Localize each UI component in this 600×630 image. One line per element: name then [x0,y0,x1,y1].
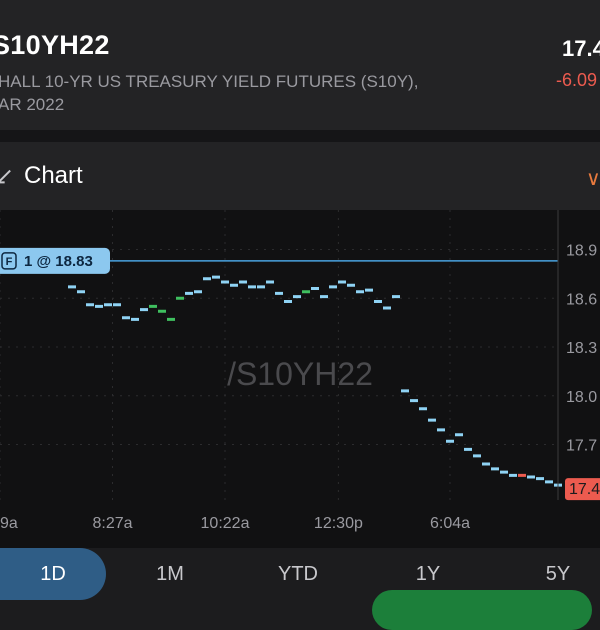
price-bar [221,280,229,284]
y-axis-ticks: 18.9 18.6 18.3 18.0 17.7 [566,243,597,455]
x-tick-label: 8:27a [92,515,132,532]
price-bar [122,316,130,320]
price-bar [203,277,211,281]
y-tick-label: 17.7 [566,438,597,455]
price-bar [464,447,472,451]
price-bar [194,290,202,294]
price-bar [293,295,301,299]
price-bar [419,407,427,411]
price-bar [329,285,337,289]
y-tick-label: 18.0 [566,389,597,406]
contract-description: HALL 10-YR US TREASURY YIELD FUTURES (S1… [0,70,418,116]
price-bar [311,287,319,290]
price-bar [401,389,409,393]
symbol-title: S10YH22 [0,30,110,60]
chart-indicator-icon: ↙ [0,163,15,190]
description-line-1: HALL 10-YR US TREASURY YIELD FUTURES (S1… [0,72,419,91]
trade-button[interactable] [372,590,592,630]
tab-1y[interactable]: 1Y [415,563,441,585]
price-bar [266,280,274,284]
quote-header: S10YH22 HALL 10-YR US TREASURY YIELD FUT… [0,0,600,130]
price-bar [77,290,85,294]
grid-layer [0,210,558,500]
x-tick-label: 10:22a [201,515,250,532]
price-bar [383,306,391,310]
price-bar [338,280,346,284]
price-bar [248,285,256,289]
price-bar [104,303,112,307]
x-tick-label: 6:04a [430,515,470,532]
price-bar [149,304,157,308]
price-bar [230,283,238,287]
y-tick-label: 18.6 [566,291,597,308]
time-range-tabs: 1D 1M YTD 1Y 5Y [0,548,600,600]
last-price: 17.4 [562,36,600,61]
price-bar [95,304,103,308]
price-bar [518,473,526,477]
tab-5y[interactable]: 5Y [545,563,571,585]
price-bar [185,291,193,295]
x-tick-label: 9a [0,515,18,532]
tab-ytd[interactable]: YTD [278,563,318,585]
price-change: -6.09 [556,70,598,90]
price-bar [527,475,535,479]
price-bar [140,308,148,312]
tab-1m[interactable]: 1M [156,563,184,585]
price-bars [68,275,562,487]
price-bar [491,467,499,471]
price-bar [302,290,310,294]
chart-section-header[interactable]: ↙ Chart ∨ [0,142,600,210]
price-bar [455,433,463,437]
price-bar [167,317,175,321]
order-badge-text: 1 @ 18.83 [24,253,93,270]
price-chart[interactable]: /S10YH22 F 1 @ 18.83 18.9 18.6 18.3 18.0 17.… [0,210,600,550]
description-line-2: AR 2022 [0,95,65,114]
price-bar [284,300,292,303]
chart-section-title: Chart [24,162,83,189]
price-bar [410,399,418,403]
price-bar [482,462,490,466]
order-type-icon: F [6,256,13,268]
section-divider [0,130,600,142]
price-bar [113,303,121,307]
price-bar [68,285,76,289]
price-bar [320,295,328,299]
price-bar [212,275,220,279]
price-bar [509,473,517,477]
current-price-text: 17.4 [569,481,600,498]
x-axis-ticks: 9a 8:27a 10:22a 12:30p 6:04a [0,515,470,532]
price-bar [176,296,184,300]
price-bar [131,317,139,321]
expand-chevron-icon[interactable]: ∨ [586,168,600,190]
price-bar [86,303,94,307]
price-bar [473,454,481,458]
order-badge[interactable]: F 1 @ 18.83 [0,247,110,274]
price-bar [392,295,400,299]
price-bar [437,428,445,432]
price-bar [257,285,265,289]
x-tick-label: 12:30p [314,515,363,532]
price-bar [365,288,373,292]
price-bar [158,309,166,313]
price-bar [536,477,544,481]
chart-watermark: /S10YH22 [227,356,373,392]
price-bar [347,283,355,287]
price-bar [428,418,436,422]
price-bar [275,291,283,295]
tab-1d[interactable]: 1D [0,548,106,600]
price-bar [239,280,247,284]
price-bar [356,290,364,294]
price-bar [374,300,382,303]
price-bar [545,480,553,484]
current-price-label: 17.4 [565,478,600,501]
price-bar [500,470,508,474]
y-tick-label: 18.9 [566,243,597,260]
chart-area[interactable]: /S10YH22 F 1 @ 18.83 18.9 18.6 18.3 18.0 17.… [0,210,600,550]
y-tick-label: 18.3 [566,340,597,357]
price-bar [446,439,454,443]
